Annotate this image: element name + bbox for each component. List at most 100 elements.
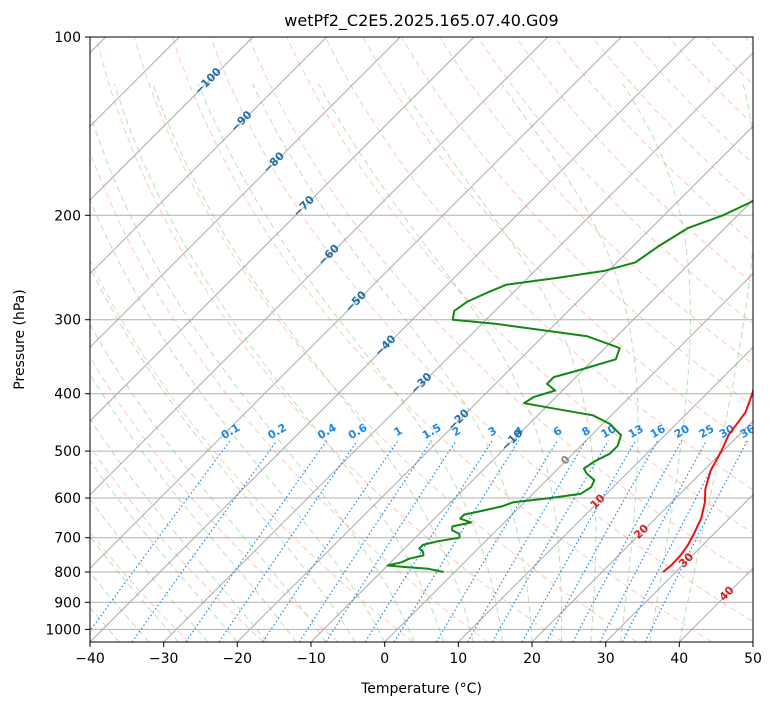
- mixing-ratio-label: 0.1: [219, 421, 242, 442]
- isotherm-label: 40: [717, 583, 737, 603]
- dry-adiabat-line: [90, 356, 339, 642]
- mixing-ratio-line: [572, 440, 683, 642]
- dry-adiabat-line: [171, 37, 712, 642]
- moist-adiabat-line: [113, 83, 445, 642]
- isotherm-line: [90, 37, 475, 422]
- x-tick-label: 50: [744, 651, 762, 667]
- isotherm-line: [163, 51, 753, 642]
- isotherm-line: [90, 37, 401, 349]
- mixing-ratio-line: [218, 440, 358, 642]
- moist-adiabat-line: [152, 83, 474, 642]
- isotherm-line: [752, 641, 753, 642]
- isotherm-line: [90, 37, 549, 496]
- moist-adiabat-line: [197, 83, 503, 642]
- isotherm-line: [384, 272, 753, 642]
- y-tick-label: 500: [54, 444, 81, 460]
- mixing-ratio-label: 0.2: [265, 421, 288, 442]
- mixing-ratio-label: 16: [648, 422, 668, 441]
- mixing-ratio-line: [185, 440, 328, 642]
- mixing-ratio-label: 13: [626, 422, 646, 441]
- x-tick-label: −40: [75, 651, 105, 667]
- mixing-ratio-label: 0.4: [315, 421, 339, 442]
- moist-adiabat-line: [90, 266, 356, 642]
- mixing-ratio-label: 1: [392, 424, 405, 439]
- y-tick-label: 300: [54, 313, 81, 329]
- y-tick-label: 1000: [45, 622, 81, 638]
- x-tick-label: 0: [380, 651, 389, 667]
- chart-title: wetPf2_C2E5.2025.165.07.40.G09: [284, 11, 558, 31]
- dry-adiabat-line: [133, 37, 638, 642]
- isotherm-label: −40: [372, 332, 399, 359]
- moist-adiabat-line: [90, 323, 327, 642]
- mixing-ratio-line: [466, 440, 587, 642]
- dewpoint-profile-line: [386, 199, 753, 573]
- y-tick-label: 200: [54, 208, 81, 224]
- moist-adiabat-line: [90, 459, 238, 642]
- x-tick-label: −10: [296, 651, 326, 667]
- temperature-profile-line: [662, 387, 753, 573]
- mixing-ratio-label: 3: [486, 424, 499, 439]
- moist-adiabat-line: [90, 571, 150, 642]
- mixing-ratio-label: 0.6: [346, 421, 370, 442]
- moist-adiabat-line: [90, 418, 268, 642]
- isotherm-label: 20: [631, 521, 651, 541]
- mixing-ratio-line: [521, 440, 637, 642]
- dry-adiabat-line: [248, 37, 753, 578]
- isotherm-line: [90, 37, 254, 201]
- y-tick-label: 900: [54, 595, 81, 611]
- dry-adiabat-line: [210, 37, 753, 623]
- isotherm-label: −50: [343, 288, 370, 315]
- dry-adiabat-line: [286, 37, 753, 534]
- dry-adiabat-line: [515, 37, 753, 284]
- mixing-ratio-line: [364, 440, 493, 642]
- y-tick-label: 800: [54, 565, 81, 581]
- mixing-ratio-label: 25: [697, 422, 717, 441]
- dry-adiabat-line: [90, 259, 414, 642]
- x-tick-label: 40: [670, 651, 688, 667]
- mixing-ratio-line: [325, 440, 457, 642]
- x-tick-label: 20: [523, 651, 541, 667]
- y-tick-label: 700: [54, 531, 81, 547]
- moist-adiabat-line: [90, 198, 386, 642]
- moist-adiabat-line: [678, 83, 753, 642]
- moist-adiabat-line: [90, 535, 179, 642]
- mixing-ratio-line: [545, 440, 659, 642]
- dry-adiabat-line: [553, 37, 753, 244]
- mixing-ratio-line: [298, 440, 432, 642]
- isotherm-line: [90, 37, 622, 570]
- isotherm-label: 30: [676, 550, 696, 570]
- moist-adiabat-line: [318, 83, 563, 642]
- isotherm-line: [457, 346, 753, 642]
- y-tick-label: 400: [54, 387, 81, 403]
- y-tick-label: 600: [54, 491, 81, 507]
- mixing-ratio-line: [262, 440, 399, 642]
- x-tick-label: 10: [449, 651, 467, 667]
- isotherm-line: [531, 420, 753, 642]
- isotherm-line: [90, 37, 328, 275]
- dry-adiabat-line: [95, 37, 563, 642]
- moist-adiabat-line: [90, 498, 209, 642]
- x-tick-label: −20: [223, 651, 253, 667]
- y-axis-title: Pressure (hPa): [12, 289, 28, 389]
- isotherm-label: −60: [315, 242, 342, 269]
- x-tick-label: 30: [597, 651, 615, 667]
- x-tick-label: −30: [149, 651, 179, 667]
- moist-adiabat-line: [90, 373, 297, 642]
- mixing-ratio-line: [131, 440, 278, 642]
- isotherm-line: [605, 493, 753, 642]
- isotherm-label: −90: [228, 108, 255, 135]
- x-axis-title: Temperature (°C): [360, 681, 482, 697]
- mixing-ratio-label: 6: [551, 424, 564, 439]
- moist-adiabat-line: [252, 83, 533, 642]
- moist-adiabat-line: [399, 83, 597, 642]
- mixing-ratio-line: [393, 440, 520, 642]
- mixing-ratio-line: [435, 440, 558, 642]
- moist-adiabat-line: [622, 83, 691, 642]
- dry-adiabat-line: [324, 37, 753, 491]
- mixing-ratio-line: [90, 440, 231, 632]
- plot-frame: [89, 36, 754, 643]
- mixing-ratio-line: [644, 440, 748, 642]
- isotherm-line: [90, 37, 696, 642]
